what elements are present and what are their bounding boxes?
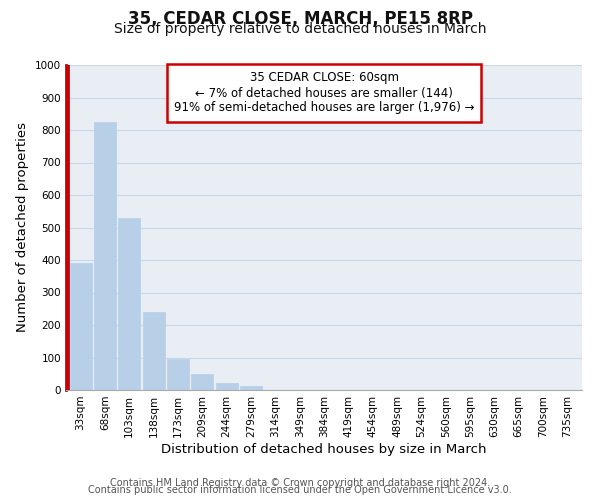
Bar	[215, 383, 238, 390]
Bar	[167, 359, 189, 390]
Bar	[70, 263, 92, 390]
Y-axis label: Number of detached properties: Number of detached properties	[16, 122, 29, 332]
Bar	[191, 374, 213, 390]
Bar	[118, 218, 140, 390]
Text: Size of property relative to detached houses in March: Size of property relative to detached ho…	[114, 22, 486, 36]
Text: 35 CEDAR CLOSE: 60sqm
← 7% of detached houses are smaller (144)
91% of semi-deta: 35 CEDAR CLOSE: 60sqm ← 7% of detached h…	[174, 72, 474, 114]
Bar	[143, 312, 164, 390]
Text: Contains public sector information licensed under the Open Government Licence v3: Contains public sector information licen…	[88, 485, 512, 495]
Text: Contains HM Land Registry data © Crown copyright and database right 2024.: Contains HM Land Registry data © Crown c…	[110, 478, 490, 488]
X-axis label: Distribution of detached houses by size in March: Distribution of detached houses by size …	[161, 442, 487, 456]
Text: 35, CEDAR CLOSE, MARCH, PE15 8RP: 35, CEDAR CLOSE, MARCH, PE15 8RP	[128, 10, 473, 28]
Bar	[240, 386, 262, 390]
Bar	[94, 122, 116, 390]
